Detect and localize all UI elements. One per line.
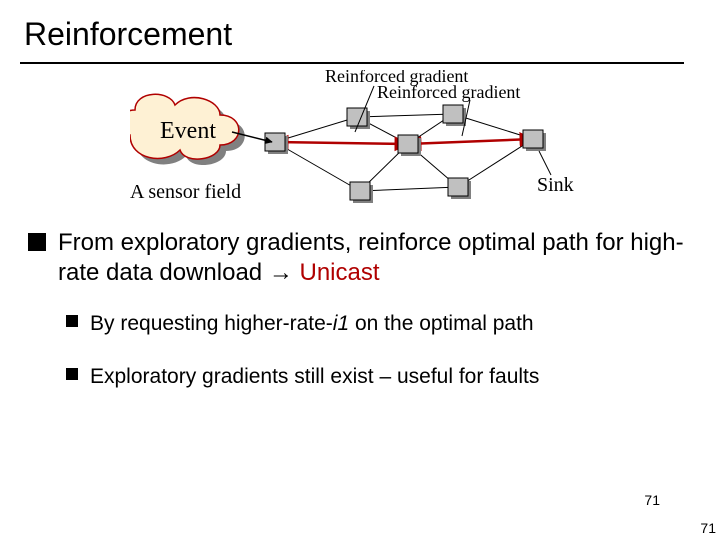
arrow-icon: → — [269, 259, 293, 286]
content-area: From exploratory gradients, reinforce op… — [28, 228, 688, 417]
bullet-sub-1-ital: i1 — [333, 312, 349, 335]
page-number-inner: 71 — [644, 492, 660, 508]
bullet-main: From exploratory gradients, reinforce op… — [28, 228, 688, 288]
bullet-sub-1a: By requesting higher-rate- — [90, 312, 333, 335]
bullet-sub-2-text: Exploratory gradients still exist – usef… — [90, 365, 539, 388]
svg-text:Sink: Sink — [537, 174, 574, 196]
unicast-text: Unicast — [293, 259, 380, 286]
slide: Reinforcement Event A sensor field Reinfor… — [0, 0, 720, 540]
svg-text:A sensor field: A sensor field — [130, 181, 241, 203]
square-bullet-icon — [28, 233, 46, 251]
svg-text:Event: Event — [160, 118, 216, 144]
square-bullet-icon — [66, 315, 78, 327]
bullet-sub-1: By requesting higher-rate-i1 on the opti… — [66, 310, 688, 337]
page-number-outer: 71 — [700, 520, 716, 536]
svg-text:Reinforced gradient: Reinforced gradient — [377, 82, 520, 102]
bullet-sub-2: Exploratory gradients still exist – usef… — [66, 363, 688, 390]
title-rule — [20, 62, 684, 64]
sensor-diagram: EventA sensor fieldReinforced gradientRe… — [130, 70, 600, 210]
square-bullet-icon — [66, 368, 78, 380]
page-title: Reinforcement — [24, 16, 232, 53]
bullet-sub-1b: on the optimal path — [349, 312, 533, 335]
